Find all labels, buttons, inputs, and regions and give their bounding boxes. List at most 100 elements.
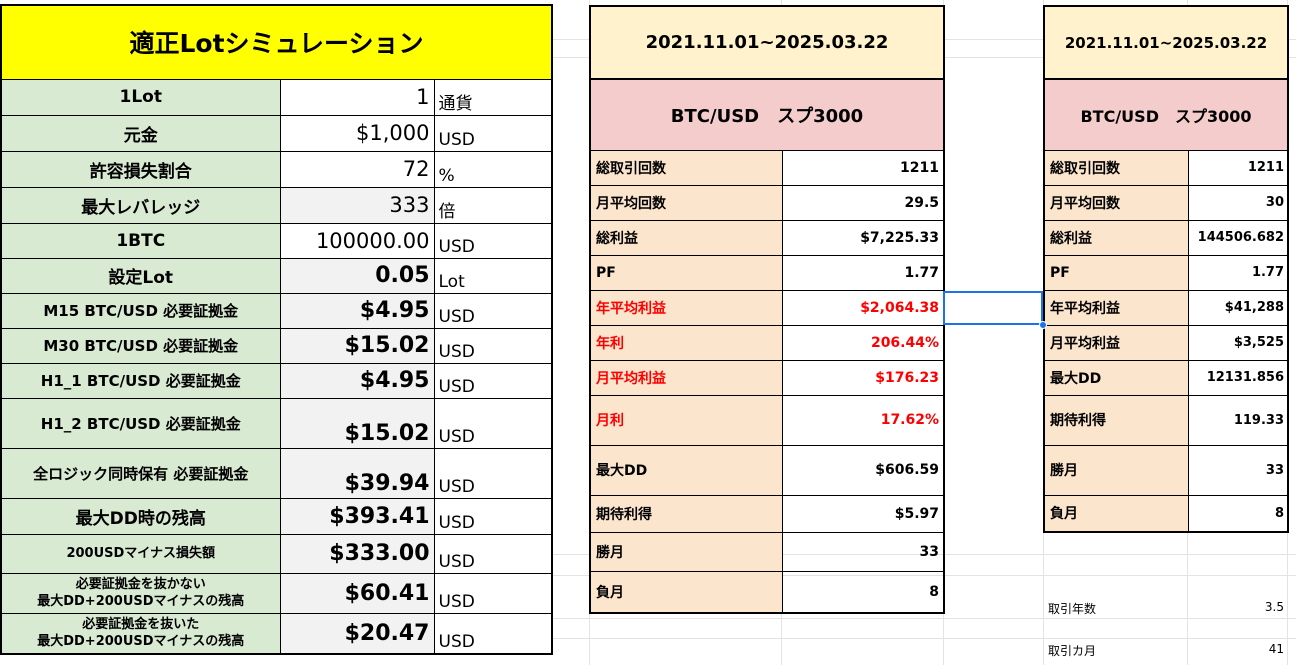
unit-max-dd-balance[interactable]: USD	[433, 497, 554, 535]
mid-label-monthly-avg-trades[interactable]: 月平均回数	[589, 184, 783, 221]
right-label-total-profit[interactable]: 総利益	[1043, 219, 1189, 256]
right-label-annual-avg-profit[interactable]: 年平均利益	[1043, 289, 1189, 326]
unit-h1-2-margin[interactable]: USD	[433, 397, 554, 449]
right-label-winning-months[interactable]: 勝月	[1043, 444, 1189, 496]
value-loss-ratio[interactable]: 72	[279, 150, 435, 188]
unit-1lot[interactable]: 通貨	[433, 78, 554, 116]
label-balance-without-margin[interactable]: 必要証拠金を抜かない 最大DD+200USDマイナスの残高	[0, 572, 281, 614]
right-value-total-profit[interactable]: 144506.682	[1187, 219, 1290, 256]
right-value-losing-months[interactable]: 8	[1187, 494, 1290, 533]
label-max-dd-balance[interactable]: 最大DD時の残高	[0, 497, 281, 535]
right-label-total-trades[interactable]: 総取引回数	[1043, 149, 1189, 186]
unit-m15-margin[interactable]: USD	[433, 292, 554, 329]
label-m30-margin[interactable]: M30 BTC/USD 必要証拠金	[0, 327, 281, 364]
mid-value-pf[interactable]: 1.77	[781, 254, 946, 291]
right-value-pf[interactable]: 1.77	[1187, 254, 1290, 291]
mid-label-annual-avg-profit[interactable]: 年平均利益	[589, 289, 783, 326]
value-m15-margin[interactable]: $4.95	[279, 292, 435, 329]
value-all-logic-margin[interactable]: $39.94	[279, 447, 435, 499]
mid-value-max-dd[interactable]: $606.59	[781, 444, 946, 496]
unit-h1-1-margin[interactable]: USD	[433, 362, 554, 399]
mid-value-total-profit[interactable]: $7,225.33	[781, 219, 946, 256]
mid-label-monthly-avg-profit[interactable]: 月平均利益	[589, 359, 783, 396]
mid-period[interactable]: 2021.11.01~2025.03.22	[588, 5, 946, 80]
extra-label-trading-months[interactable]: 取引カ月	[1048, 644, 1097, 658]
mid-value-losing-months[interactable]: 8	[781, 570, 946, 614]
right-value-total-trades[interactable]: 1211	[1187, 149, 1290, 186]
right-value-monthly-avg-trades[interactable]: 30	[1187, 184, 1290, 221]
unit-balance-with-margin[interactable]: USD	[433, 612, 554, 655]
mid-label-losing-months[interactable]: 負月	[589, 570, 783, 614]
mid-value-annual-avg-profit[interactable]: $2,064.38	[781, 289, 946, 326]
mid-label-total-profit[interactable]: 総利益	[589, 219, 783, 256]
fill-handle[interactable]	[1039, 321, 1047, 329]
right-label-pf[interactable]: PF	[1043, 254, 1189, 291]
mid-value-expected-payoff[interactable]: $5.97	[781, 494, 946, 533]
value-1btc[interactable]: 100000.00	[279, 222, 435, 259]
label-balance-with-margin[interactable]: 必要証拠金を抜いた 最大DD+200USDマイナスの残高	[0, 612, 281, 655]
mid-label-annual-return[interactable]: 年利	[589, 324, 783, 361]
value-set-lot[interactable]: 0.05	[279, 257, 435, 294]
unit-loss-ratio[interactable]: %	[433, 150, 554, 188]
selected-cell[interactable]	[943, 291, 1043, 325]
right-period[interactable]: 2021.11.01~2025.03.22	[1042, 5, 1290, 80]
mid-value-total-trades[interactable]: 1211	[781, 149, 946, 186]
right-label-monthly-avg-profit[interactable]: 月平均利益	[1043, 324, 1189, 361]
right-label-expected-payoff[interactable]: 期待利得	[1043, 394, 1189, 446]
unit-m30-margin[interactable]: USD	[433, 327, 554, 364]
extra-value-trading-years[interactable]: 3.5	[1264, 600, 1284, 614]
unit-1btc[interactable]: USD	[433, 222, 554, 259]
mid-value-winning-months[interactable]: 33	[781, 531, 946, 572]
value-principal[interactable]: $1,000	[279, 114, 435, 152]
value-200usd-loss[interactable]: $333.00	[279, 533, 435, 574]
simulation-title[interactable]: 適正Lotシミュレーション	[0, 4, 554, 80]
right-value-expected-payoff[interactable]: 119.33	[1187, 394, 1290, 446]
value-balance-with-margin[interactable]: $20.47	[279, 612, 435, 655]
unit-principal[interactable]: USD	[433, 114, 554, 152]
label-all-logic-margin[interactable]: 全ロジック同時保有 必要証拠金	[0, 447, 281, 499]
mid-label-expected-payoff[interactable]: 期待利得	[589, 494, 783, 533]
unit-set-lot[interactable]: Lot	[433, 257, 554, 294]
right-value-monthly-avg-profit[interactable]: $3,525	[1187, 324, 1290, 361]
mid-label-monthly-return[interactable]: 月利	[589, 394, 783, 446]
right-label-max-dd[interactable]: 最大DD	[1043, 359, 1189, 396]
value-h1-2-margin[interactable]: $15.02	[279, 397, 435, 449]
mid-value-monthly-avg-profit[interactable]: $176.23	[781, 359, 946, 396]
mid-value-monthly-return[interactable]: 17.62%	[781, 394, 946, 446]
label-1lot[interactable]: 1Lot	[0, 78, 281, 116]
label-h1-1-margin[interactable]: H1_1 BTC/USD 必要証拠金	[0, 362, 281, 399]
value-balance-without-margin[interactable]: $60.41	[279, 572, 435, 614]
label-1btc[interactable]: 1BTC	[0, 222, 281, 259]
label-m15-margin[interactable]: M15 BTC/USD 必要証拠金	[0, 292, 281, 329]
value-m30-margin[interactable]: $15.02	[279, 327, 435, 364]
unit-balance-without-margin[interactable]: USD	[433, 572, 554, 614]
mid-label-total-trades[interactable]: 総取引回数	[589, 149, 783, 186]
unit-200usd-loss[interactable]: USD	[433, 533, 554, 574]
mid-value-annual-return[interactable]: 206.44%	[781, 324, 946, 361]
label-200usd-loss[interactable]: 200USDマイナス損失額	[0, 533, 281, 574]
value-max-dd-balance[interactable]: $393.41	[279, 497, 435, 535]
right-label-losing-months[interactable]: 負月	[1043, 494, 1189, 533]
right-value-annual-avg-profit[interactable]: $41,288	[1187, 289, 1290, 326]
value-h1-1-margin[interactable]: $4.95	[279, 362, 435, 399]
label-h1-2-margin[interactable]: H1_2 BTC/USD 必要証拠金	[0, 397, 281, 449]
mid-label-winning-months[interactable]: 勝月	[589, 531, 783, 572]
extra-value-trading-months[interactable]: 41	[1268, 642, 1284, 656]
mid-label-max-dd[interactable]: 最大DD	[589, 444, 783, 496]
extra-label-trading-years[interactable]: 取引年数	[1048, 602, 1097, 616]
value-1lot[interactable]: 1	[279, 78, 435, 116]
mid-value-monthly-avg-trades[interactable]: 29.5	[781, 184, 946, 221]
label-loss-ratio[interactable]: 許容損失割合	[0, 150, 281, 188]
right-value-max-dd[interactable]: 12131.856	[1187, 359, 1290, 396]
label-set-lot[interactable]: 設定Lot	[0, 257, 281, 294]
unit-all-logic-margin[interactable]: USD	[433, 447, 554, 499]
unit-max-leverage[interactable]: 倍	[433, 186, 554, 224]
value-max-leverage[interactable]: 333	[279, 186, 435, 224]
mid-label-pf[interactable]: PF	[589, 254, 783, 291]
right-value-winning-months[interactable]: 33	[1187, 444, 1290, 496]
mid-pair[interactable]: BTC/USD スプ3000	[588, 78, 946, 151]
right-label-monthly-avg-trades[interactable]: 月平均回数	[1043, 184, 1189, 221]
right-pair[interactable]: BTC/USD スプ3000	[1042, 78, 1290, 151]
label-max-leverage[interactable]: 最大レバレッジ	[0, 186, 281, 224]
label-principal[interactable]: 元金	[0, 114, 281, 152]
